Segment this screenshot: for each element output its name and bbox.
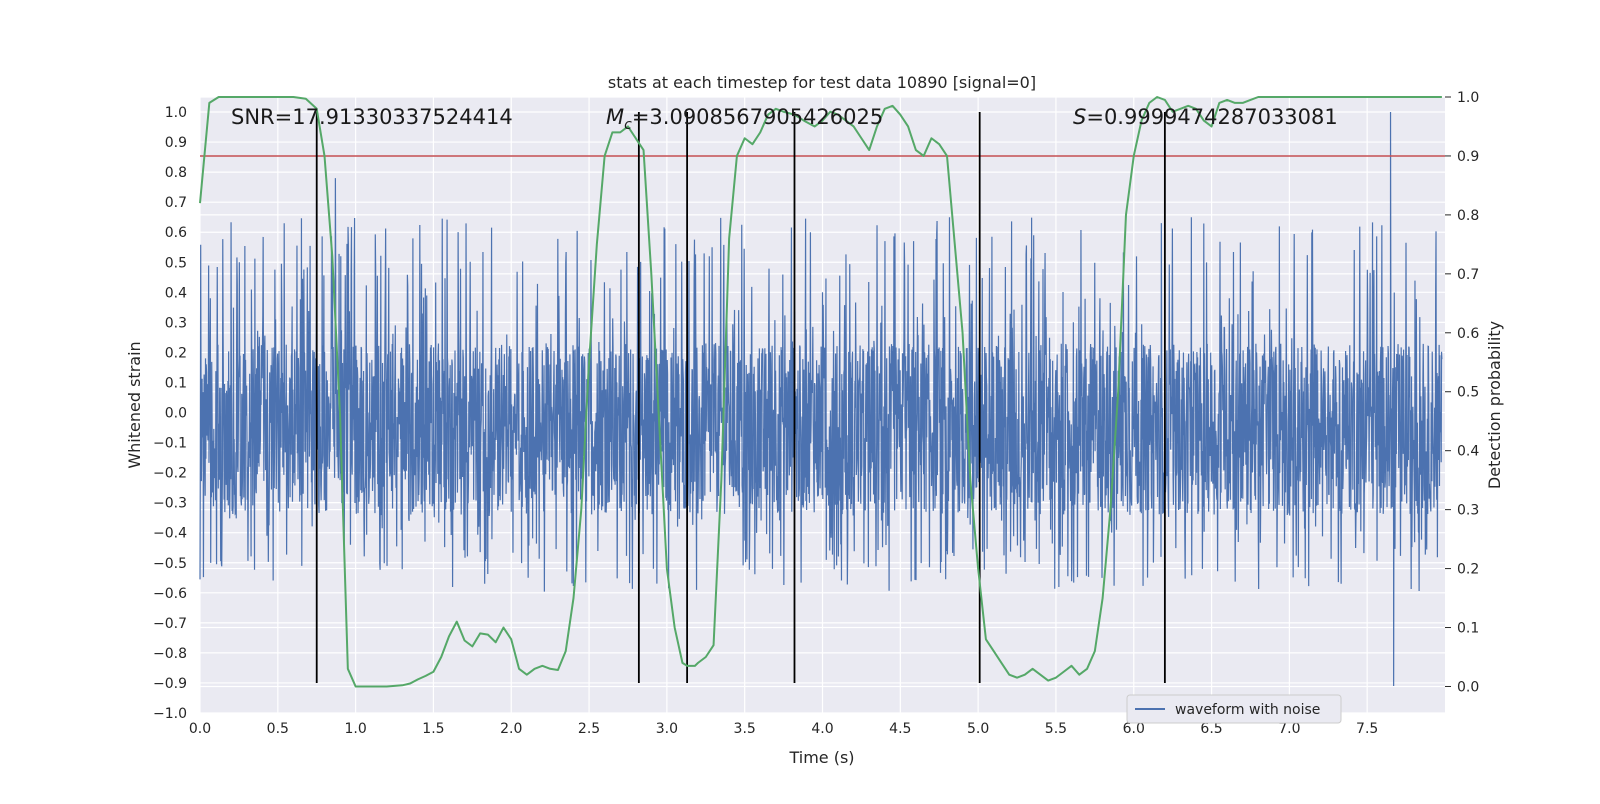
- y-tick-label-left: −0.6: [153, 586, 187, 602]
- y-tick-label-right: 0.0: [1457, 679, 1479, 695]
- x-tick-label: 6.0: [1123, 721, 1145, 737]
- y-tick-label-right: 0.8: [1457, 208, 1479, 224]
- score-value: =0.9999474287033081: [1086, 105, 1337, 129]
- detection-probability-series: [199, 96, 1442, 688]
- y-tick-label-left: 0.8: [165, 165, 187, 181]
- chirp-mass-symbol: M: [606, 105, 624, 129]
- detection-probability-line: [199, 96, 1442, 688]
- y-tick-label-right: 0.3: [1457, 503, 1479, 519]
- y-tick-label-right: 0.6: [1457, 326, 1479, 342]
- score-symbol: S: [1073, 105, 1086, 129]
- y-tick-label-right: 0.9: [1457, 149, 1479, 165]
- x-ticks: 0.0 0.5 1.0 1.5 2.0 2.5 3.0 3.5 4.0 4.5 5.0 5.5 6.0 6…: [189, 721, 1378, 737]
- x-tick-label: 1.0: [344, 721, 366, 737]
- x-tick-label: 3.5: [734, 721, 756, 737]
- waveform-series: [199, 112, 1443, 686]
- y-tick-label-right: 0.7: [1457, 267, 1479, 283]
- y-tick-label-right: 0.5: [1457, 385, 1479, 401]
- y-tick-label-left: 0.2: [165, 345, 187, 361]
- x-tick-label: 4.5: [889, 721, 911, 737]
- y-tick-label-left: 0.0: [165, 406, 187, 422]
- y-ticks-left: −1.0 −0.9 −0.8 −0.7 −0.6 −0.5 −0.4 −0.3 −0.2 −0.1…: [153, 105, 187, 722]
- y-tick-label-left: 0.3: [165, 315, 187, 331]
- x-tick-label: 7.0: [1278, 721, 1300, 737]
- snr-annotation: SNR=17.91330337524414: [231, 105, 513, 129]
- y-tick-label-left: 0.5: [165, 255, 187, 271]
- x-axis-label: Time (s): [788, 748, 854, 767]
- y-tick-label-left: −1.0: [153, 706, 187, 722]
- y-tick-label-right: 0.4: [1457, 444, 1479, 460]
- x-tick-label: 5.5: [1045, 721, 1067, 737]
- y-tick-label-left: −0.5: [153, 556, 187, 572]
- chirp-mass-value: =3.0908567905426025: [632, 105, 883, 129]
- x-tick-label: 0.0: [189, 721, 211, 737]
- y-tick-label-right: 0.2: [1457, 562, 1479, 578]
- y-tick-label-left: 1.0: [165, 105, 187, 121]
- legend-label: waveform with noise: [1175, 702, 1320, 718]
- y-tick-label-left: 0.4: [165, 285, 187, 301]
- score-annotation: S=0.9999474287033081: [1073, 105, 1338, 129]
- y-tick-label-left: −0.1: [153, 436, 187, 452]
- y-tick-label-left: −0.4: [153, 526, 187, 542]
- y-tick-label-right: 0.1: [1457, 621, 1479, 637]
- x-tick-label: 0.5: [267, 721, 289, 737]
- x-tick-label: 6.5: [1200, 721, 1222, 737]
- y-tick-label-left: −0.3: [153, 496, 187, 512]
- legend: waveform with noise: [1126, 694, 1342, 724]
- vertical-lines: [315, 112, 1166, 683]
- y-axis-label-right: Detection probability: [1485, 321, 1504, 489]
- y-tick-label-left: −0.2: [153, 466, 187, 482]
- y-tick-label-left: 0.1: [165, 375, 187, 391]
- legend-box: [1126, 694, 1342, 724]
- y-tick-label-left: −0.8: [153, 646, 187, 662]
- x-tick-label: 5.0: [967, 721, 989, 737]
- waveform-line: [199, 112, 1443, 686]
- y-tick-label-right: 1.0: [1457, 90, 1479, 106]
- chirp-mass-annotation: Mc=3.0908567905426025: [606, 105, 883, 133]
- chart-title: stats at each timestep for test data 108…: [608, 73, 1036, 92]
- y-tick-label-left: −0.7: [153, 616, 187, 632]
- y-axis-label-left: Whitened strain: [125, 341, 144, 468]
- x-tick-label: 2.5: [578, 721, 600, 737]
- x-tick-label: 3.0: [656, 721, 678, 737]
- chirp-mass-subscript: c: [624, 117, 632, 133]
- y-tick-label-left: −0.9: [153, 676, 187, 692]
- y-tick-label-left: 0.9: [165, 135, 187, 151]
- x-tick-label: 4.0: [811, 721, 833, 737]
- y-ticks-right: 0.0 0.1 0.2 0.3 0.4 0.5 0.6 0.7 0.8 0.9 1.0: [1445, 90, 1479, 695]
- x-tick-label: 1.5: [422, 721, 444, 737]
- y-tick-label-left: 0.6: [165, 225, 187, 241]
- x-tick-label: 2.0: [500, 721, 522, 737]
- y-tick-label-left: 0.7: [165, 195, 187, 211]
- x-tick-label: 7.5: [1356, 721, 1378, 737]
